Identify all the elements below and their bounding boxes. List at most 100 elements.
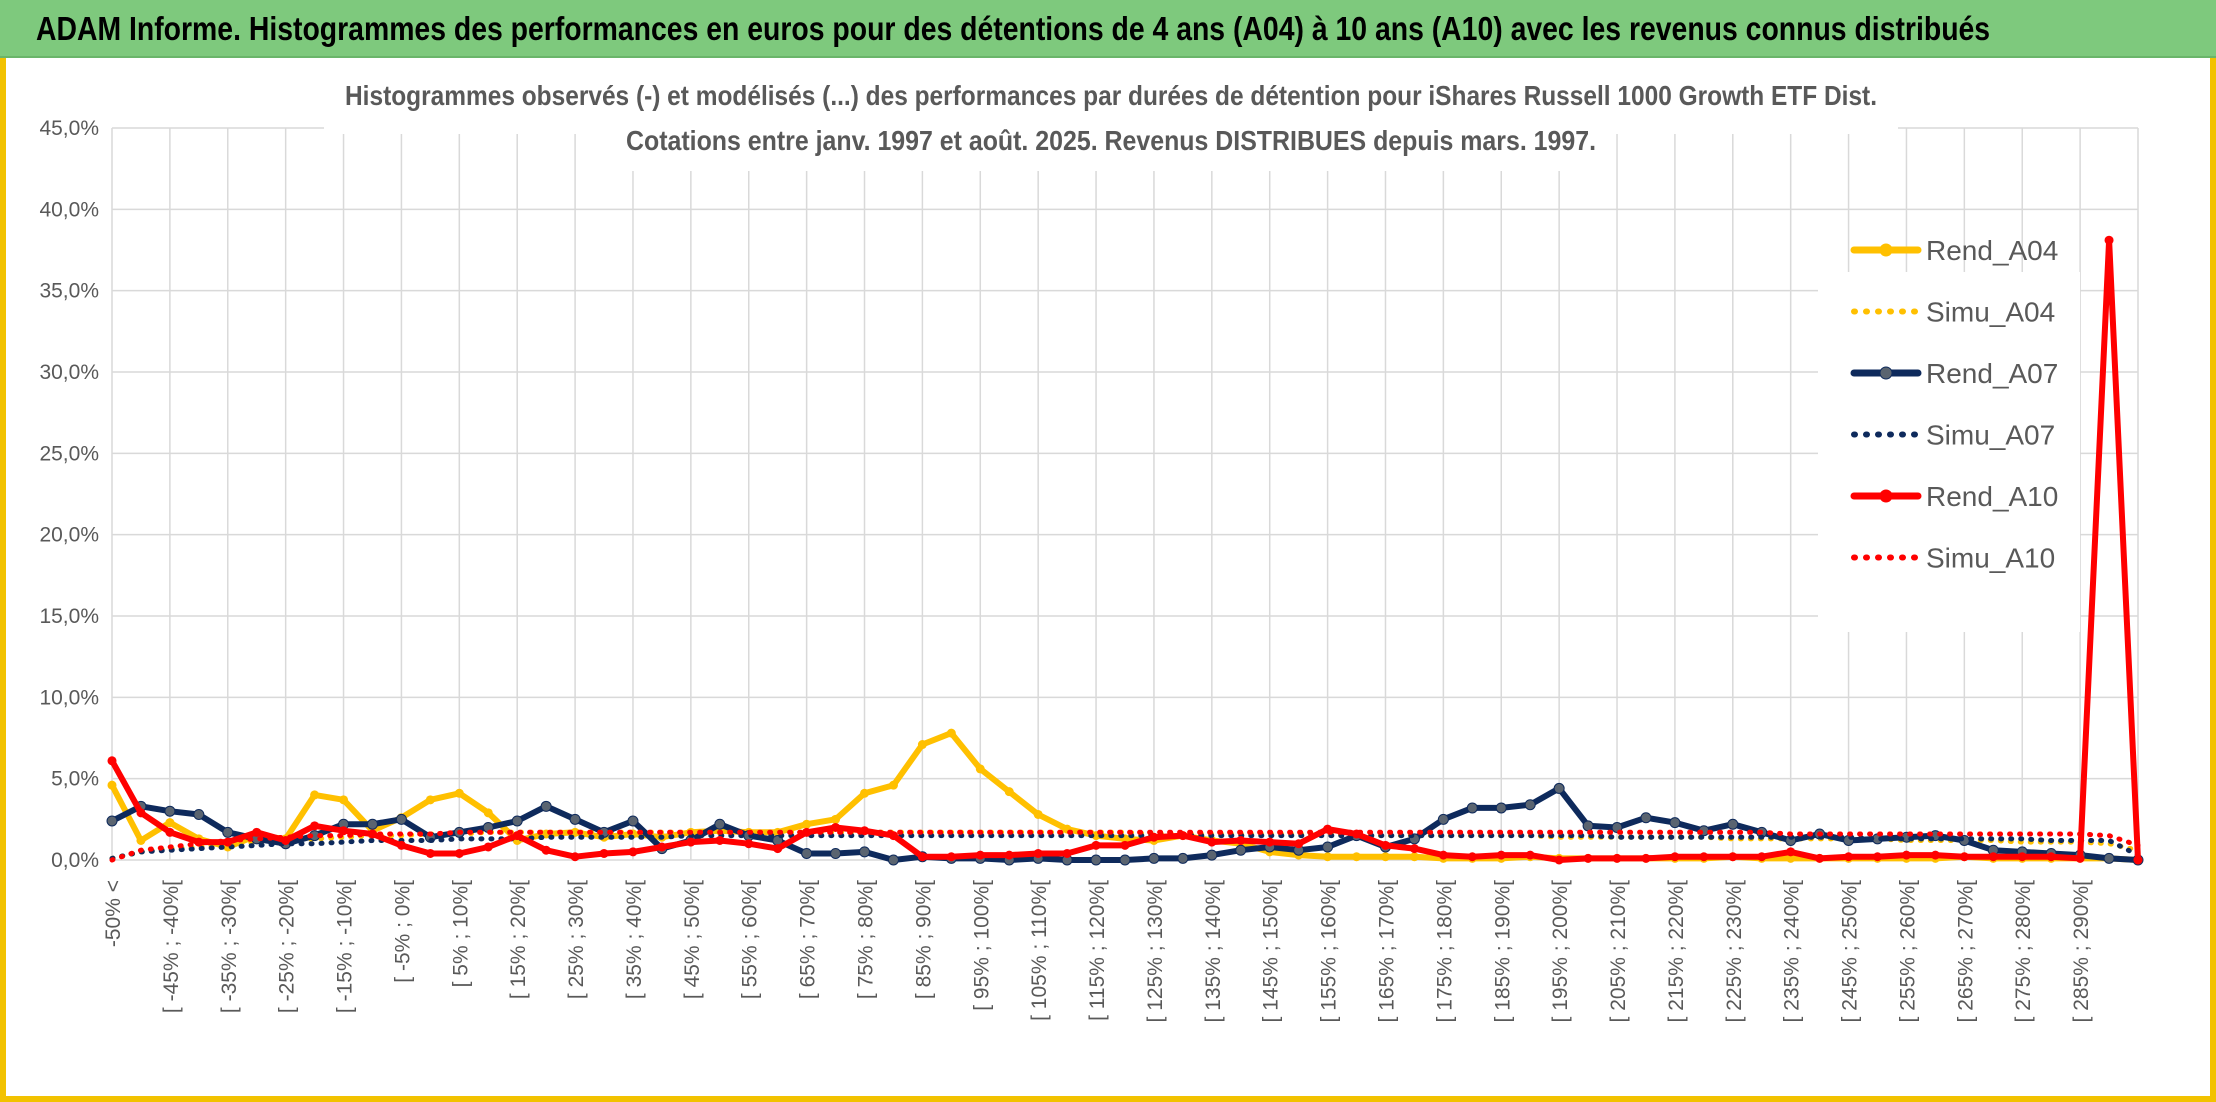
x-tick-label: [ 195% ; 200%[ (1549, 880, 1572, 1023)
data-point (1554, 855, 1564, 865)
data-point (222, 826, 234, 838)
x-tick-label: [ 45% ; 50%[ (681, 880, 704, 999)
data-point (1004, 850, 1014, 860)
data-point (1062, 848, 1072, 858)
data-point (1004, 787, 1014, 797)
legend-label: Simu_A04 (1926, 297, 2055, 328)
legend-marker (1879, 366, 1893, 380)
y-tick-label: 35,0% (39, 280, 99, 303)
y-tick-label: 0,0% (51, 849, 99, 872)
data-point (628, 847, 638, 857)
data-point (1699, 852, 1709, 862)
data-point (1236, 835, 1246, 845)
data-point (107, 756, 117, 766)
y-tick-label: 45,0% (39, 117, 99, 140)
data-point (164, 805, 176, 817)
data-point (540, 800, 552, 812)
data-point (1294, 839, 1304, 849)
data-point (1380, 852, 1390, 862)
data-point (744, 839, 754, 849)
data-point (511, 815, 523, 827)
data-point (1582, 820, 1594, 832)
data-point (1786, 847, 1796, 857)
data-point (454, 848, 464, 858)
data-point (1438, 850, 1448, 860)
data-point (1786, 853, 1796, 863)
data-point (1148, 852, 1160, 864)
data-point (570, 852, 580, 862)
data-point (1670, 852, 1680, 862)
data-point (165, 827, 175, 837)
data-point (569, 813, 581, 825)
y-tick-label: 40,0% (39, 198, 99, 221)
chart-title: Histogrammes observés (-) et modélisés (… (345, 80, 1877, 111)
data-point (1119, 854, 1131, 866)
series-line-simu-a10 (109, 829, 2141, 863)
x-tick-label: [ 115% ; 120%[ (1086, 880, 1109, 1021)
legend-label: Simu_A07 (1926, 420, 2055, 451)
data-point (975, 764, 985, 774)
data-point (1612, 853, 1622, 863)
x-tick-label: [ 95% ; 100%[ (970, 880, 993, 1011)
data-point (801, 847, 813, 859)
data-point (1091, 840, 1101, 850)
data-point (1873, 852, 1883, 862)
data-point (310, 821, 320, 831)
x-tick-label: [ 15% ; 20%[ (507, 880, 530, 999)
data-point (1352, 852, 1362, 862)
data-point (1235, 844, 1247, 856)
y-tick-label: 25,0% (39, 442, 99, 465)
data-point (366, 818, 378, 830)
data-point (1380, 840, 1390, 850)
data-point (1467, 852, 1477, 862)
x-tick-label: [ 265% ; 270%[ (1954, 880, 1977, 1023)
data-point (310, 790, 320, 800)
data-point (454, 788, 464, 798)
x-tick-label: [ -25% ; -20%[ (276, 880, 299, 1013)
data-point (483, 842, 493, 852)
data-point (252, 827, 262, 837)
data-point (714, 818, 726, 830)
data-point (570, 827, 580, 837)
x-tick-label: [ 105% ; 110%[ (1028, 880, 1051, 1021)
data-point (1901, 850, 1911, 860)
data-point (1120, 840, 1130, 850)
data-point (686, 837, 696, 847)
y-tick-label: 10,0% (39, 686, 99, 709)
x-tick-label: [ 165% ; 170%[ (1375, 880, 1398, 1023)
data-point (946, 852, 956, 862)
data-point (425, 848, 435, 858)
data-point (193, 808, 205, 820)
data-point (657, 842, 667, 852)
data-point (831, 814, 841, 824)
data-point (627, 815, 639, 827)
x-tick-label: [ 185% ; 190%[ (1491, 880, 1514, 1023)
x-tick-label: [ -45% ; -40%[ (160, 880, 183, 1013)
legend-label: Rend_A04 (1926, 235, 2058, 266)
x-tick-label: [ 175% ; 180%[ (1433, 880, 1456, 1023)
data-point (917, 740, 927, 750)
x-tick-label: [ 85% ; 90%[ (912, 880, 935, 999)
data-point (107, 780, 117, 790)
x-tick-label: [ 75% ; 80%[ (855, 880, 878, 999)
data-point (1930, 850, 1940, 860)
data-point (2017, 852, 2027, 862)
legend-label: Rend_A10 (1926, 481, 2058, 512)
data-point (395, 813, 407, 825)
chart-area: 0,0% 5,0% 10,0% 15,0% 20,0% 25,0% 30,0% 35,0% 40… (39, 80, 2144, 1023)
data-point (1728, 852, 1738, 862)
data-point (1524, 799, 1536, 811)
report-title: ADAM Informe. Histogrammes des performan… (36, 10, 1991, 47)
x-tick-label: [ 225% ; 230%[ (1723, 880, 1746, 1023)
x-tick-label: [ 245% ; 250%[ (1839, 880, 1862, 1023)
data-point (860, 788, 870, 798)
data-point (2046, 852, 2056, 862)
data-point (483, 808, 493, 818)
data-point (1640, 812, 1652, 824)
data-point (599, 848, 609, 858)
data-point (1323, 852, 1333, 862)
legend-background (1818, 272, 2080, 632)
data-point (1149, 832, 1159, 842)
data-point (2104, 235, 2114, 245)
x-tick-label: [ 135% ; 140%[ (1202, 880, 1225, 1023)
